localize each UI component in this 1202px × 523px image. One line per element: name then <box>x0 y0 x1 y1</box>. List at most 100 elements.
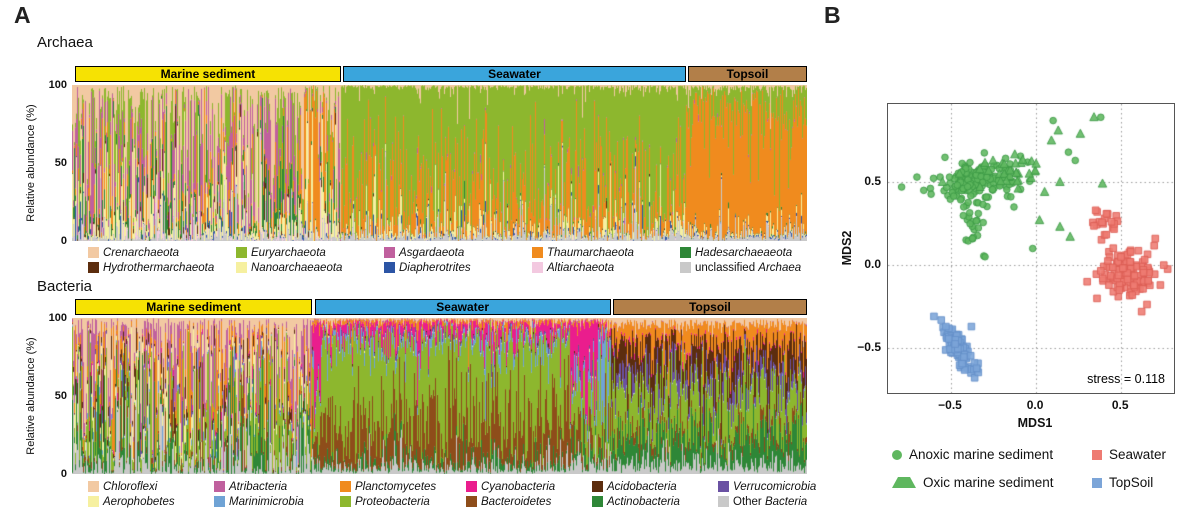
legend-label: unclassified Archaea <box>695 261 802 274</box>
legend-label: Asgardaeota <box>399 246 465 259</box>
archaea-legend: Crenarchaeota Euryarchaeota Asgardaeota Tha… <box>88 246 828 274</box>
legend-label: Atribacteria <box>229 480 288 493</box>
legend-item-proteobacteria: Proteobacteria <box>340 495 466 508</box>
legend-item-cyanobacteria: Cyanobacteria <box>466 480 592 493</box>
legend-swatch <box>88 247 99 258</box>
mds-x-tick-label: 0.0 <box>1026 398 1044 412</box>
legend-label: Euryarchaeota <box>251 246 326 259</box>
legend-swatch <box>680 262 691 273</box>
legend-item-acidobacteria: Acidobacteria <box>592 480 718 493</box>
legend-label: Acidobacteria <box>607 480 677 493</box>
legend-swatch <box>466 496 477 507</box>
legend-label: Proteobacteria <box>355 495 430 508</box>
legend-swatch <box>466 481 477 492</box>
legend-item-planctomycetes: Planctomycetes <box>340 480 466 493</box>
y-tick-label: 0 <box>60 468 67 480</box>
group-header-topsoil: Topsoil <box>687 66 807 82</box>
legend-item-nanoarchaeaeota: Nanoarchaeaeota <box>236 261 384 274</box>
legend-label: Marinimicrobia <box>229 495 304 508</box>
mds-y-tick-label: 0.0 <box>864 257 881 272</box>
mds-legend-label: TopSoil <box>1109 475 1154 490</box>
y-tick-label: 100 <box>48 312 67 324</box>
legend-item-actinobacteria: Actinobacteria <box>592 495 718 508</box>
legend-label: Aerophobetes <box>103 495 175 508</box>
legend-item-other-bacteria: Other Bacteria <box>718 495 844 508</box>
legend-swatch <box>88 262 99 273</box>
bacteria-title: Bacteria <box>37 278 93 295</box>
square-marker-icon <box>1092 477 1102 488</box>
y-tick-label: 50 <box>54 390 67 402</box>
y-tick-label: 100 <box>48 79 67 91</box>
group-header-marine-sediment: Marine sediment <box>74 299 313 315</box>
legend-item-thaumarchaeota: Thaumarchaeota <box>532 246 680 259</box>
bacteria-y-axis-label: Relative abundance (%) <box>25 337 37 455</box>
mds-legend-label: Seawater <box>1109 447 1167 462</box>
legend-swatch <box>718 481 729 492</box>
mds1-axis-label: MDS1 <box>1017 416 1053 430</box>
mds-y-tick-label: −0.5 <box>857 340 881 355</box>
legend-item-hydrothermarchaeota: Hydrothermarchaeota <box>88 261 236 274</box>
legend-swatch <box>592 496 603 507</box>
group-header-marine-sediment: Marine sediment <box>74 66 341 82</box>
legend-label: Bacteroidetes <box>481 495 552 508</box>
bacteria-bars-canvas <box>72 318 807 474</box>
archaea-title: Archaea <box>37 34 93 51</box>
mds-x-ticks: −0.5 0.0 0.5 <box>887 398 1173 412</box>
legend-item-unclassified-archaea: unclassified Archaea <box>680 261 828 274</box>
legend-item-crenarchaeota: Crenarchaeota <box>88 246 236 259</box>
legend-swatch <box>340 496 351 507</box>
legend-label: Altiarchaeota <box>547 261 615 274</box>
y-tick-label: 0 <box>60 235 67 247</box>
stress-annotation: stress = 0.118 <box>1087 372 1165 386</box>
group-header-seawater: Seawater <box>314 299 611 315</box>
group-header-seawater: Seawater <box>343 66 686 82</box>
legend-label: Hydrothermarchaeota <box>103 261 215 274</box>
legend-label: Other Bacteria <box>733 495 808 508</box>
mds-y-tick-label: 0.5 <box>864 174 881 189</box>
legend-swatch <box>88 481 99 492</box>
mds-legend-label: Oxic marine sediment <box>923 475 1054 490</box>
legend-swatch <box>214 481 225 492</box>
mds-x-tick-label: 0.5 <box>1111 398 1129 412</box>
legend-swatch <box>340 481 351 492</box>
mds-legend-item-anoxic-marine-sediment: Anoxic marine sediment <box>892 447 1092 462</box>
legend-swatch <box>88 496 99 507</box>
triangle-marker-icon <box>892 477 916 488</box>
legend-item-hadesarchaeaeota: Hadesarchaeaeota <box>680 246 828 259</box>
panel-b-label: B <box>824 2 841 28</box>
legend-swatch <box>214 496 225 507</box>
legend-item-euryarchaeota: Euryarchaeota <box>236 246 384 259</box>
legend-swatch <box>236 247 247 258</box>
panel-a-label: A <box>14 2 31 28</box>
legend-item-altiarchaeota: Altiarchaeota <box>532 261 680 274</box>
legend-label: Nanoarchaeaeota <box>251 261 343 274</box>
archaea-bars-canvas <box>72 85 807 241</box>
archaea-y-axis-label: Relative abundance (%) <box>25 104 37 222</box>
legend-swatch <box>384 262 395 273</box>
legend-item-verrucomicrobia: Verrucomicrobia <box>718 480 844 493</box>
legend-item-atribacteria: Atribacteria <box>214 480 340 493</box>
legend-label: Hadesarchaeaeota <box>695 246 793 259</box>
legend-item-marinimicrobia: Marinimicrobia <box>214 495 340 508</box>
bacteria-group-headers: Marine sediment Seawater Topsoil <box>72 299 807 315</box>
square-marker-icon <box>1092 449 1102 460</box>
group-header-topsoil: Topsoil <box>612 299 807 315</box>
mds-plot: stress = 0.118 <box>887 103 1175 394</box>
legend-swatch <box>592 481 603 492</box>
circle-marker-icon <box>892 449 902 460</box>
legend-label: Chloroflexi <box>103 480 158 493</box>
legend-swatch <box>236 262 247 273</box>
archaea-group-headers: Marine sediment Seawater Topsoil <box>72 66 807 82</box>
legend-label: Diapherotrites <box>399 261 471 274</box>
legend-item-chloroflexi: Chloroflexi <box>88 480 214 493</box>
mds-legend: Anoxic marine sediment Seawater Oxic marin… <box>892 447 1166 490</box>
legend-label: Thaumarchaeota <box>547 246 634 259</box>
mds-legend-item-seawater: Seawater <box>1092 447 1166 462</box>
legend-label: Cyanobacteria <box>481 480 556 493</box>
legend-item-diapherotrites: Diapherotrites <box>384 261 532 274</box>
bacteria-legend: Chloroflexi Atribacteria Planctomycetes Cya… <box>88 480 844 508</box>
mds2-axis-label: MDS2 <box>840 230 854 265</box>
mds2-axis-label-wrap: MDS2 <box>840 103 854 392</box>
legend-label: Crenarchaeota <box>103 246 180 259</box>
